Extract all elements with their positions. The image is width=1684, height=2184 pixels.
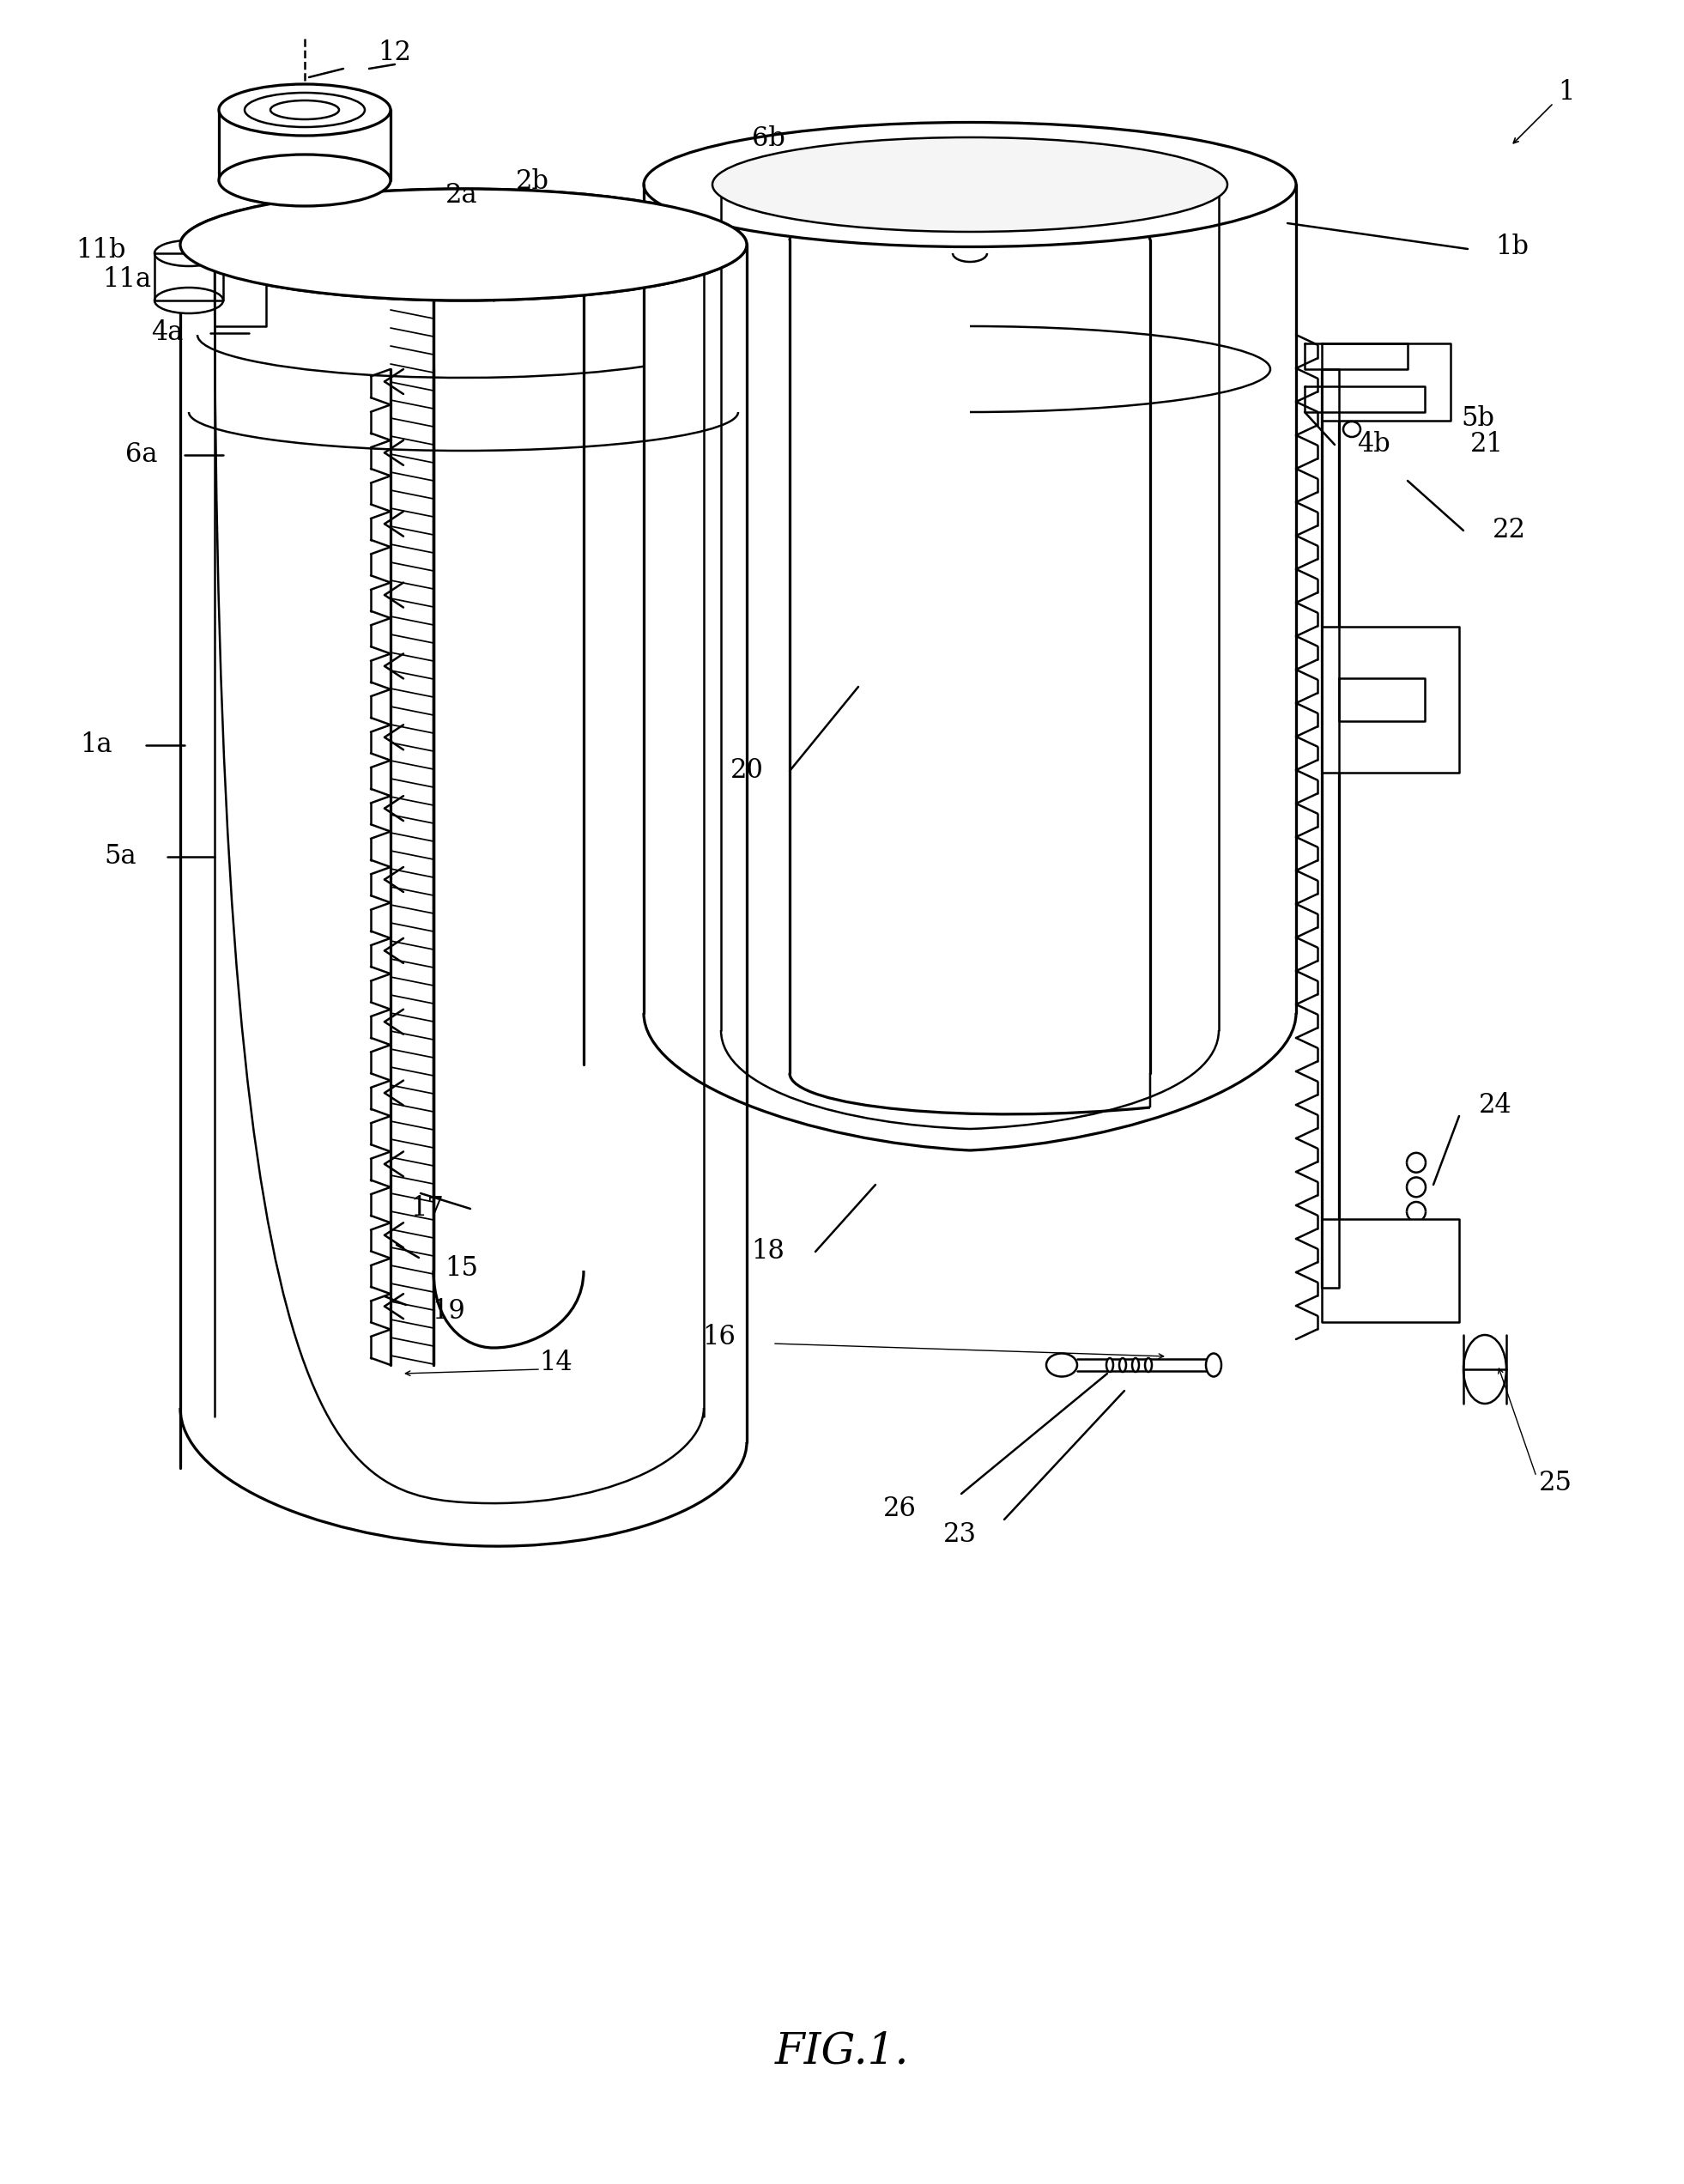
Ellipse shape [271, 100, 338, 120]
Polygon shape [1305, 343, 1408, 369]
Text: 26: 26 [882, 1496, 916, 1522]
Ellipse shape [643, 122, 1297, 247]
Polygon shape [1305, 387, 1425, 413]
Ellipse shape [712, 138, 1228, 232]
Text: 25: 25 [1539, 1470, 1571, 1496]
Polygon shape [1322, 1219, 1458, 1321]
Text: 4b: 4b [1357, 432, 1389, 459]
Text: 12: 12 [379, 39, 411, 66]
Ellipse shape [180, 188, 746, 301]
Text: 22: 22 [1492, 518, 1526, 544]
Text: 18: 18 [751, 1238, 785, 1265]
Text: 5a: 5a [104, 843, 136, 869]
Text: 2a: 2a [446, 183, 478, 210]
Text: 20: 20 [731, 758, 763, 784]
Ellipse shape [1463, 1334, 1505, 1404]
Polygon shape [1322, 627, 1458, 773]
Ellipse shape [1344, 422, 1361, 437]
Ellipse shape [155, 240, 224, 266]
Text: 23: 23 [943, 1522, 977, 1548]
Ellipse shape [180, 188, 746, 301]
Ellipse shape [882, 144, 921, 177]
Polygon shape [266, 181, 344, 227]
Polygon shape [1322, 343, 1450, 422]
Text: 1: 1 [1558, 79, 1575, 107]
Polygon shape [155, 253, 224, 301]
Polygon shape [214, 227, 266, 325]
Ellipse shape [266, 216, 344, 238]
Text: 4a: 4a [152, 319, 184, 347]
Ellipse shape [1120, 1358, 1127, 1372]
Text: 1a: 1a [79, 732, 113, 758]
Ellipse shape [1132, 1358, 1138, 1372]
Ellipse shape [155, 288, 224, 312]
Text: 24: 24 [1479, 1092, 1512, 1118]
Text: 15: 15 [445, 1256, 478, 1282]
Text: 16: 16 [702, 1324, 736, 1352]
Polygon shape [1339, 679, 1425, 721]
Ellipse shape [214, 197, 712, 293]
Ellipse shape [219, 155, 391, 205]
Ellipse shape [1106, 1358, 1113, 1372]
Text: 17: 17 [411, 1195, 445, 1223]
Text: 14: 14 [539, 1350, 573, 1376]
Text: 11b: 11b [76, 238, 126, 264]
Text: 11a: 11a [103, 266, 152, 293]
Text: 19: 19 [433, 1299, 465, 1326]
Ellipse shape [219, 85, 391, 135]
Text: 6a: 6a [126, 441, 158, 467]
Ellipse shape [1206, 1354, 1221, 1376]
Ellipse shape [1046, 1354, 1078, 1376]
Text: 5b: 5b [1462, 406, 1495, 432]
Text: 21: 21 [1470, 432, 1504, 459]
Text: FIG.1.: FIG.1. [775, 2031, 909, 2073]
Text: 2b: 2b [515, 168, 549, 194]
Text: 6b: 6b [751, 127, 785, 153]
Polygon shape [1322, 369, 1339, 1289]
Text: 1b: 1b [1495, 234, 1529, 260]
Ellipse shape [1145, 1358, 1152, 1372]
